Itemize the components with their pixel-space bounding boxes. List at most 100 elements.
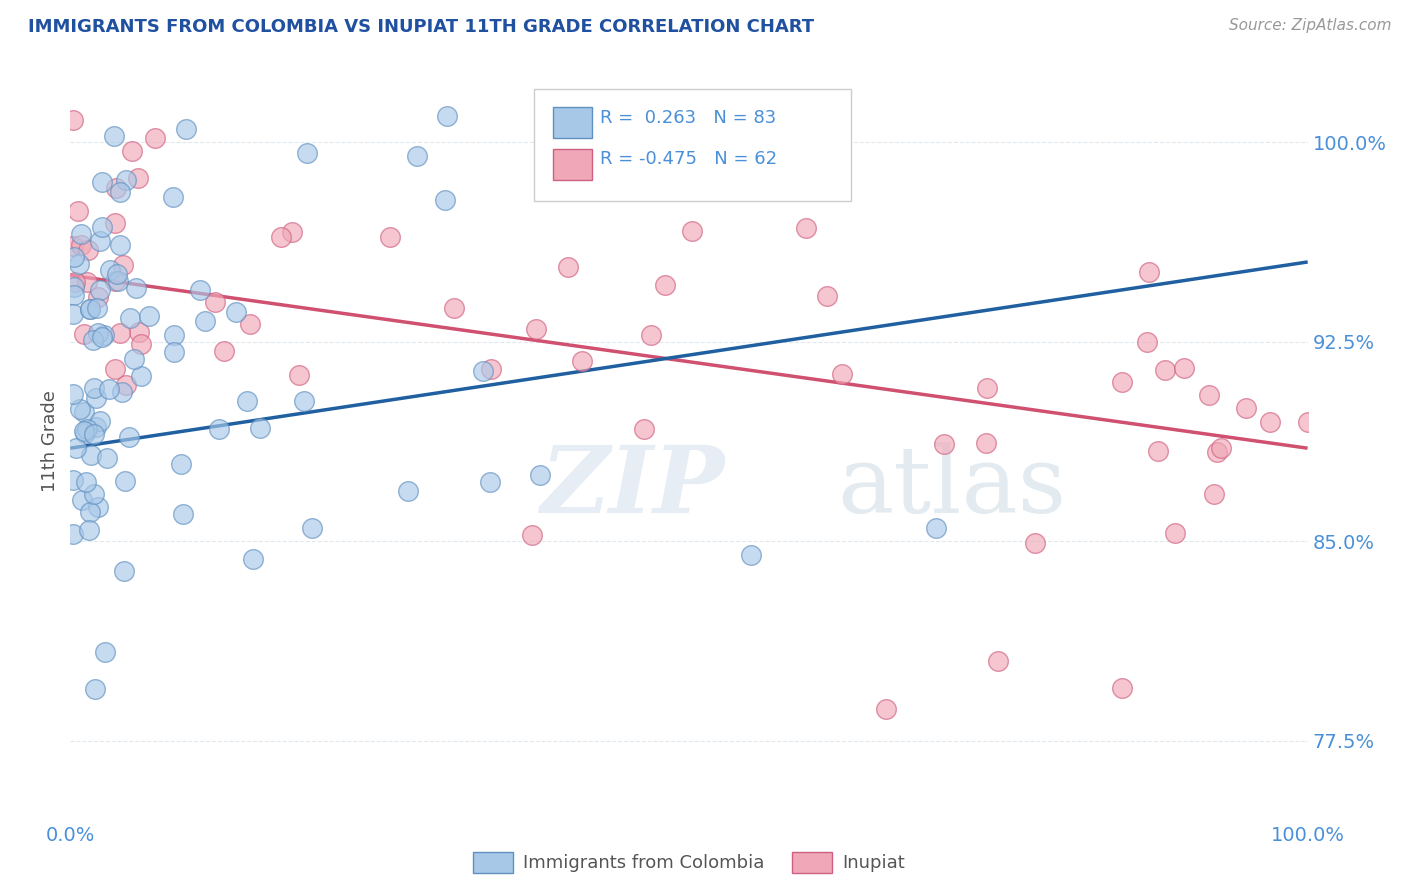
Point [91, 220, 114, 235]
Point [63, 250, 86, 264]
Point [249, 421, 271, 435]
Point [83, 381, 105, 395]
Point [67, 257, 90, 271]
Point [1296, 415, 1319, 429]
Point [114, 378, 136, 392]
Point [1136, 334, 1159, 349]
Point [174, 122, 197, 136]
Point [73, 424, 96, 438]
Text: IMMIGRANTS FROM COLOMBIA VS INUPIAT 11TH GRADE CORRELATION CHART: IMMIGRANTS FROM COLOMBIA VS INUPIAT 11TH… [28, 18, 814, 36]
Point [1111, 681, 1133, 695]
Point [82, 333, 104, 347]
Point [1147, 444, 1170, 458]
Point [103, 129, 125, 144]
Point [79, 505, 101, 519]
Point [73, 327, 96, 342]
Point [86, 301, 108, 315]
Point [654, 278, 676, 293]
Point [236, 393, 259, 408]
Point [98, 382, 121, 396]
Point [129, 369, 152, 384]
Point [63, 276, 86, 290]
Point [479, 475, 502, 490]
Point [83, 486, 105, 500]
Point [128, 325, 150, 339]
Point [436, 109, 458, 123]
Point [75, 475, 97, 489]
Point [242, 552, 264, 566]
Point [396, 483, 419, 498]
Point [1164, 525, 1187, 540]
Point [108, 238, 131, 252]
Point [297, 145, 319, 160]
Point [188, 283, 211, 297]
Point [104, 361, 127, 376]
Point [86, 420, 108, 434]
Point [204, 295, 226, 310]
Point [212, 344, 235, 359]
Text: Source: ZipAtlas.com: Source: ZipAtlas.com [1229, 18, 1392, 33]
Point [96, 451, 118, 466]
Point [1204, 487, 1226, 501]
Point [974, 436, 997, 450]
Point [62, 473, 84, 487]
Point [1198, 388, 1220, 402]
Point [1209, 441, 1232, 455]
Point [62, 112, 84, 127]
Point [405, 148, 427, 162]
Point [105, 180, 128, 194]
Point [77, 524, 100, 538]
Point [110, 326, 132, 340]
Point [69, 227, 91, 242]
Point [208, 422, 231, 436]
Point [987, 654, 1010, 668]
Text: ZIP: ZIP [540, 442, 724, 532]
Point [107, 274, 129, 288]
Point [93, 645, 115, 659]
Point [98, 262, 121, 277]
Point [120, 310, 142, 325]
Point [239, 317, 262, 331]
Point [557, 260, 579, 274]
Point [794, 221, 817, 235]
Point [640, 327, 662, 342]
Point [79, 301, 101, 316]
Point [1024, 536, 1046, 550]
Point [89, 414, 111, 428]
Point [121, 144, 143, 158]
Point [91, 330, 114, 344]
Point [681, 224, 703, 238]
Point [571, 354, 593, 368]
Point [76, 275, 98, 289]
Point [288, 368, 311, 382]
Point [1173, 361, 1195, 376]
Point [162, 190, 184, 204]
Legend: Immigrants from Colombia, Inupiat: Immigrants from Colombia, Inupiat [465, 845, 912, 880]
Point [125, 281, 148, 295]
Point [69, 402, 91, 417]
Point [69, 238, 91, 252]
Point [73, 425, 96, 440]
Point [529, 467, 551, 482]
Point [1260, 415, 1282, 429]
Point [84, 681, 107, 696]
Point [301, 521, 323, 535]
Point [62, 280, 84, 294]
Text: atlas: atlas [838, 442, 1067, 532]
Point [89, 283, 111, 297]
Point [112, 564, 135, 578]
Point [1111, 375, 1133, 389]
Point [143, 131, 166, 145]
Point [471, 364, 494, 378]
Point [163, 345, 186, 359]
Point [62, 527, 84, 541]
Point [91, 175, 114, 189]
Point [443, 301, 465, 315]
Text: R = -0.475   N = 62: R = -0.475 N = 62 [600, 150, 778, 168]
Point [1137, 265, 1160, 279]
Point [62, 307, 84, 321]
Point [172, 507, 194, 521]
Point [1154, 362, 1177, 376]
Point [62, 386, 84, 401]
Point [83, 427, 105, 442]
